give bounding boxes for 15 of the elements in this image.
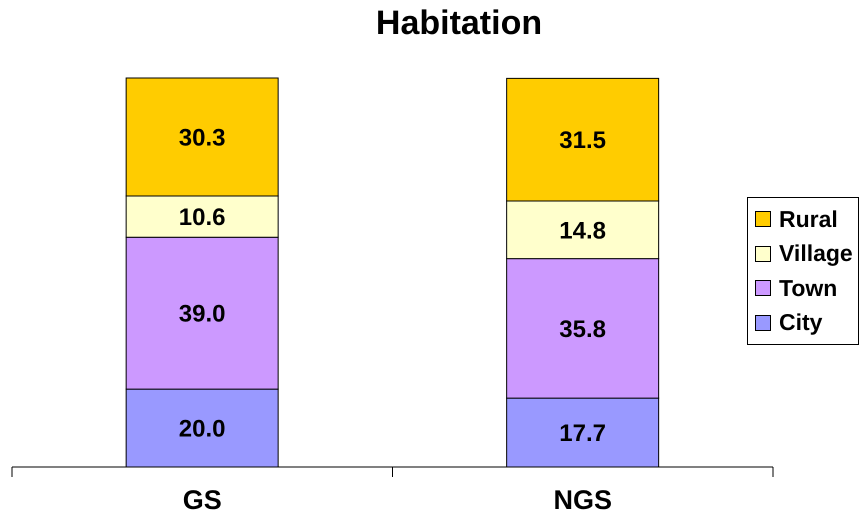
data-label: 31.5 xyxy=(559,127,606,154)
legend-label: Rural xyxy=(779,206,838,233)
data-label: 10.6 xyxy=(178,204,226,232)
x-tick-label: GS xyxy=(182,485,222,515)
legend-label: Village xyxy=(779,240,853,268)
data-label: 35.8 xyxy=(559,316,606,343)
chart-title: Habitation xyxy=(376,4,542,43)
legend-label: City xyxy=(779,309,822,336)
legend-label: Town xyxy=(779,274,838,302)
data-label: 14.8 xyxy=(559,217,606,244)
data-label: 30.3 xyxy=(178,124,226,152)
x-tick-label: NGS xyxy=(553,485,612,515)
data-label: 39.0 xyxy=(178,300,226,328)
data-label: 17.7 xyxy=(559,420,606,448)
data-label: 20.0 xyxy=(178,416,226,443)
